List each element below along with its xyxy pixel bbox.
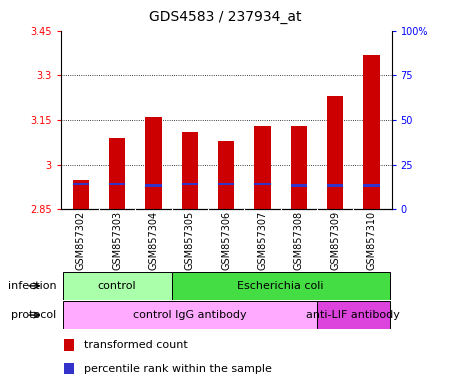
Text: GSM857304: GSM857304	[148, 210, 158, 270]
Text: anti-LIF antibody: anti-LIF antibody	[306, 310, 400, 320]
Bar	[109, 183, 125, 185]
Bar	[145, 117, 162, 209]
FancyBboxPatch shape	[63, 301, 317, 329]
Text: GSM857308: GSM857308	[294, 210, 304, 270]
Text: GSM857302: GSM857302	[76, 210, 86, 270]
FancyBboxPatch shape	[317, 301, 390, 329]
Bar	[64, 362, 74, 374]
Text: transformed count: transformed count	[84, 340, 188, 350]
Bar	[64, 339, 74, 351]
Bar	[291, 184, 307, 187]
Bar	[109, 138, 125, 209]
Bar	[72, 183, 89, 185]
FancyBboxPatch shape	[171, 272, 390, 300]
Bar	[182, 132, 198, 209]
Bar	[254, 126, 270, 209]
Text: GSM857305: GSM857305	[185, 210, 195, 270]
Text: Escherichia coli: Escherichia coli	[238, 281, 324, 291]
Bar	[218, 183, 234, 185]
Bar	[145, 184, 162, 187]
Text: control: control	[98, 281, 136, 291]
Bar	[182, 183, 198, 185]
Text: GSM857306: GSM857306	[221, 210, 231, 270]
Text: protocol: protocol	[11, 310, 56, 320]
Bar	[327, 184, 343, 187]
Bar	[363, 184, 380, 187]
Text: GSM857310: GSM857310	[366, 210, 377, 270]
Bar	[327, 96, 343, 209]
Text: GSM857303: GSM857303	[112, 210, 122, 270]
Text: percentile rank within the sample: percentile rank within the sample	[84, 364, 272, 374]
Text: infection: infection	[8, 281, 56, 291]
Text: GSM857309: GSM857309	[330, 210, 340, 270]
Bar	[363, 55, 380, 209]
Bar	[218, 141, 234, 209]
Text: control IgG antibody: control IgG antibody	[133, 310, 247, 320]
Text: GSM857307: GSM857307	[257, 210, 267, 270]
Bar	[291, 126, 307, 209]
Bar	[254, 183, 270, 185]
Text: GDS4583 / 237934_at: GDS4583 / 237934_at	[149, 10, 301, 23]
Bar	[72, 179, 89, 209]
FancyBboxPatch shape	[63, 272, 171, 300]
